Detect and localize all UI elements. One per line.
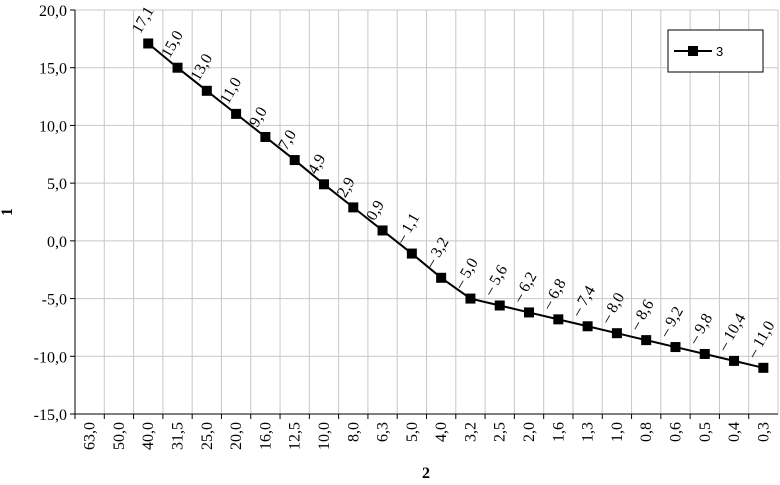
x-tick-label: 31,5 — [170, 422, 187, 450]
y-axis-title: 1 — [0, 208, 16, 216]
legend-box — [667, 29, 764, 73]
point-marker — [494, 300, 505, 311]
point-marker — [641, 335, 652, 346]
y-tick-label: 10,0 — [39, 118, 67, 135]
point-marker — [582, 321, 593, 332]
x-tick-label: 2,5 — [492, 422, 509, 442]
series-line — [147, 42, 764, 369]
data-label: 7,0 — [275, 127, 300, 153]
y-tick-label: -10,0 — [34, 349, 67, 366]
x-tick-label: 16,0 — [257, 422, 274, 450]
point-marker — [406, 248, 417, 259]
point-marker — [729, 355, 740, 366]
point-marker — [553, 314, 564, 325]
x-tick-label: 12,5 — [287, 422, 304, 450]
point-marker — [436, 272, 447, 283]
point-marker — [260, 131, 271, 142]
y-tick-label: 0,0 — [47, 234, 67, 251]
point-marker — [524, 307, 535, 318]
y-tick-label: 5,0 — [47, 176, 67, 193]
y-tick-label: 20,0 — [39, 3, 67, 20]
point-marker — [758, 362, 769, 373]
point-marker — [318, 179, 329, 190]
point-marker — [289, 155, 300, 166]
point-marker — [172, 62, 183, 73]
legend-marker — [688, 46, 698, 56]
point-marker — [611, 328, 622, 339]
x-tick-label: 0,8 — [638, 422, 655, 442]
x-tick-label: 2,0 — [521, 422, 538, 442]
x-tick-label: 50,0 — [111, 422, 128, 450]
y-tick-label: 15,0 — [39, 61, 67, 78]
x-tick-label: 25,0 — [199, 422, 216, 450]
legend-label: 3 — [716, 44, 723, 59]
x-tick-label: 10,0 — [316, 422, 333, 450]
point-marker — [377, 225, 388, 236]
point-marker — [143, 38, 154, 49]
x-tick-label: 3,2 — [462, 422, 479, 442]
y-tick-label: -5,0 — [42, 292, 67, 309]
data-label: 4,9 — [305, 151, 330, 177]
x-tick-label: 63,0 — [82, 422, 99, 450]
data-label: 2,9 — [334, 175, 359, 201]
x-tick-label: 4,0 — [433, 422, 450, 442]
point-marker — [670, 342, 681, 353]
x-axis-title: 2 — [422, 465, 430, 482]
x-tick-label: 0,6 — [667, 422, 684, 442]
data-label: 9,0 — [246, 104, 271, 130]
data-label: 0,9 — [363, 198, 388, 224]
point-marker — [201, 85, 212, 96]
x-tick-label: 8,0 — [345, 422, 362, 442]
x-tick-label: 1,6 — [550, 422, 567, 442]
point-marker — [348, 202, 359, 213]
x-tick-label: 1,0 — [609, 422, 626, 442]
x-tick-label: 6,3 — [375, 422, 392, 442]
x-tick-label: 1,3 — [580, 422, 597, 442]
x-tick-label: 5,0 — [404, 422, 421, 442]
x-tick-label: 0,3 — [755, 422, 772, 442]
point-marker — [231, 108, 242, 119]
data-label: 17,1 — [129, 4, 158, 37]
x-tick-label: 0,5 — [697, 422, 714, 442]
y-tick-label: -15,0 — [34, 407, 67, 424]
x-tick-label: 0,4 — [726, 422, 743, 442]
point-marker — [465, 293, 476, 304]
x-tick-label: 20,0 — [228, 422, 245, 450]
x-tick-label: 40,0 — [140, 422, 157, 450]
point-marker — [699, 348, 710, 359]
